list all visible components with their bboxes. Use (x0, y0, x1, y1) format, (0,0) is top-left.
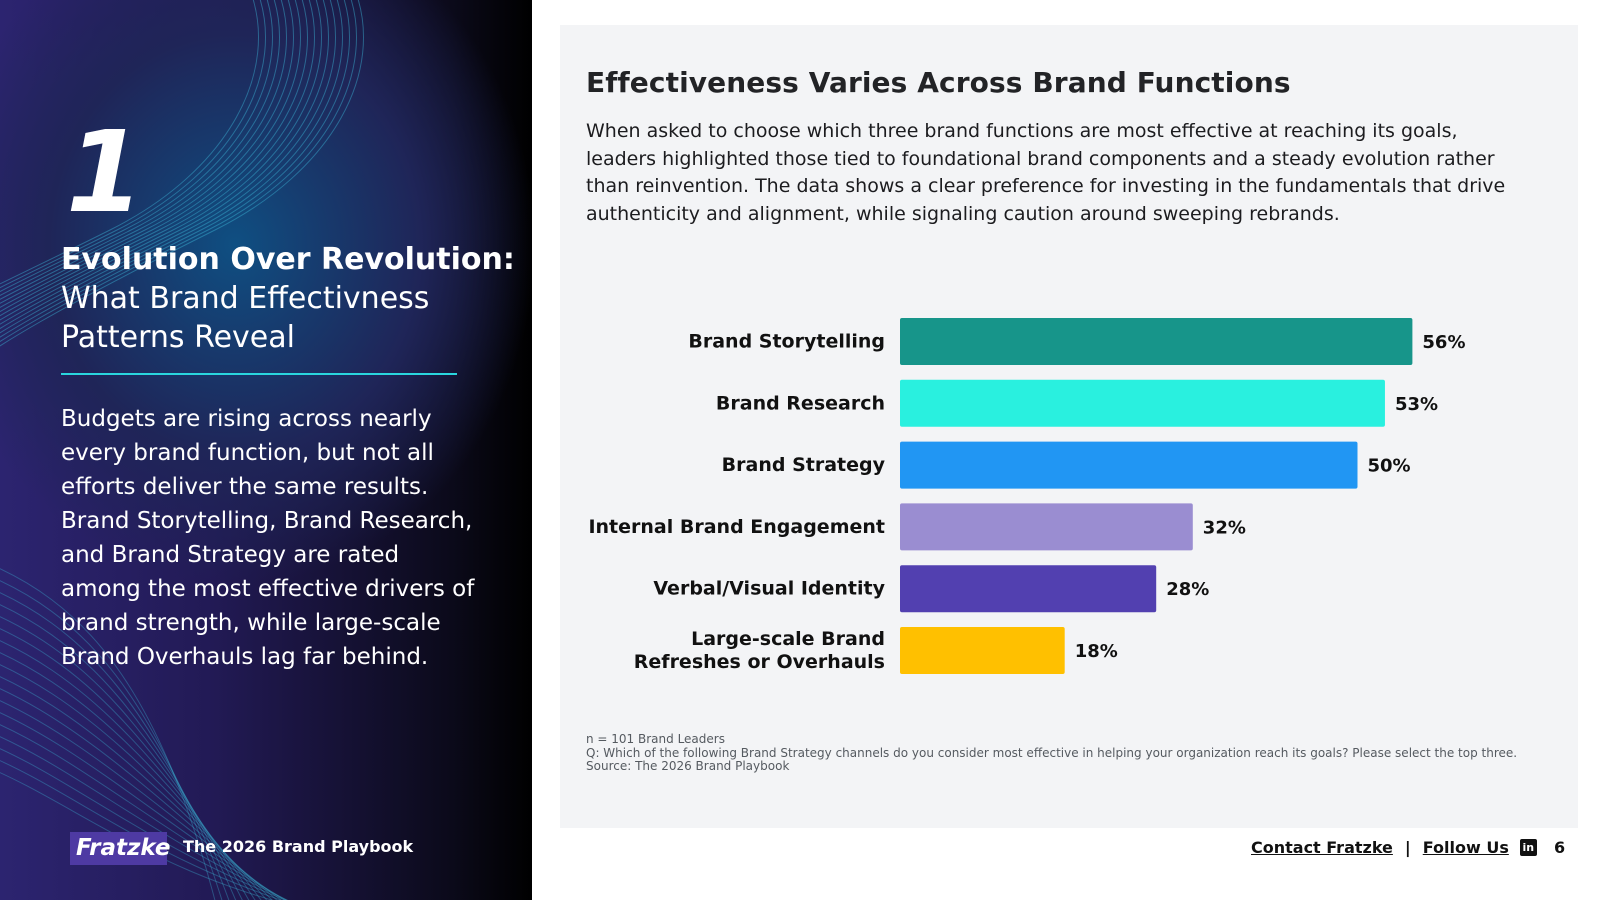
footer-separator: | (1404, 838, 1411, 857)
bar (900, 565, 1157, 613)
bar (900, 379, 1385, 427)
intro-paragraph: When asked to choose which three brand f… (586, 120, 1506, 225)
source-note: Source: The 2026 Brand Playbook (586, 759, 790, 773)
survey-question-note: Q: Which of the following Brand Strategy… (586, 745, 1518, 760)
left-sidebar-panel: 1 Evolution Over Revolution: What Brand … (0, 0, 532, 900)
value-label: 28% (1166, 579, 1209, 600)
linkedin-icon[interactable]: in (1519, 839, 1537, 856)
footer-links: Contact Fratzke | Follow Us in (1251, 838, 1537, 857)
effectiveness-bar-chart: Brand Storytelling 56% Brand Research 53% Br… (588, 318, 1465, 674)
bar (900, 627, 1065, 674)
value-label: 50% (1368, 456, 1411, 477)
category-label: Brand Research (716, 392, 885, 414)
section-title-subtitle: What Brand Effectivness Patterns Reveal (61, 281, 430, 355)
value-label: 56% (1422, 332, 1465, 353)
bar (900, 318, 1413, 365)
bar (900, 503, 1193, 551)
chart-notes: n = 101 Brand Leaders Q: Which of the fo… (586, 732, 1518, 774)
decorative-wave-lines (0, 0, 364, 900)
category-label: Brand Strategy (722, 454, 886, 476)
value-label: 32% (1203, 517, 1246, 538)
playbook-label: The 2026 Brand Playbook (183, 837, 414, 856)
category-label: Internal Brand Engagement (588, 516, 885, 538)
contact-link[interactable]: Contact Fratzke (1251, 838, 1393, 857)
title-divider (61, 373, 457, 375)
category-label: Refreshes or Overhauls (634, 651, 885, 673)
sample-size-note: n = 101 Brand Leaders (586, 732, 725, 746)
category-label: Large-scale Brand (691, 628, 885, 650)
value-label: 53% (1395, 394, 1438, 415)
fratzke-logo: Fratzke (70, 832, 171, 865)
category-label: Brand Storytelling (688, 331, 885, 353)
page-number: 6 (1554, 838, 1566, 857)
section-summary: Budgets are rising across nearly every b… (61, 406, 475, 670)
section-title-bold: Evolution Over Revolution: (61, 242, 515, 277)
category-label: Verbal/Visual Identity (653, 578, 885, 600)
page-heading: Effectiveness Varies Across Brand Functi… (586, 66, 1291, 99)
follow-us-link[interactable]: Follow Us (1422, 838, 1509, 857)
section-title: Evolution Over Revolution: What Brand Ef… (61, 241, 521, 357)
bar (900, 441, 1358, 489)
chapter-number: 1 (66, 108, 144, 238)
value-label: 18% (1075, 641, 1118, 662)
